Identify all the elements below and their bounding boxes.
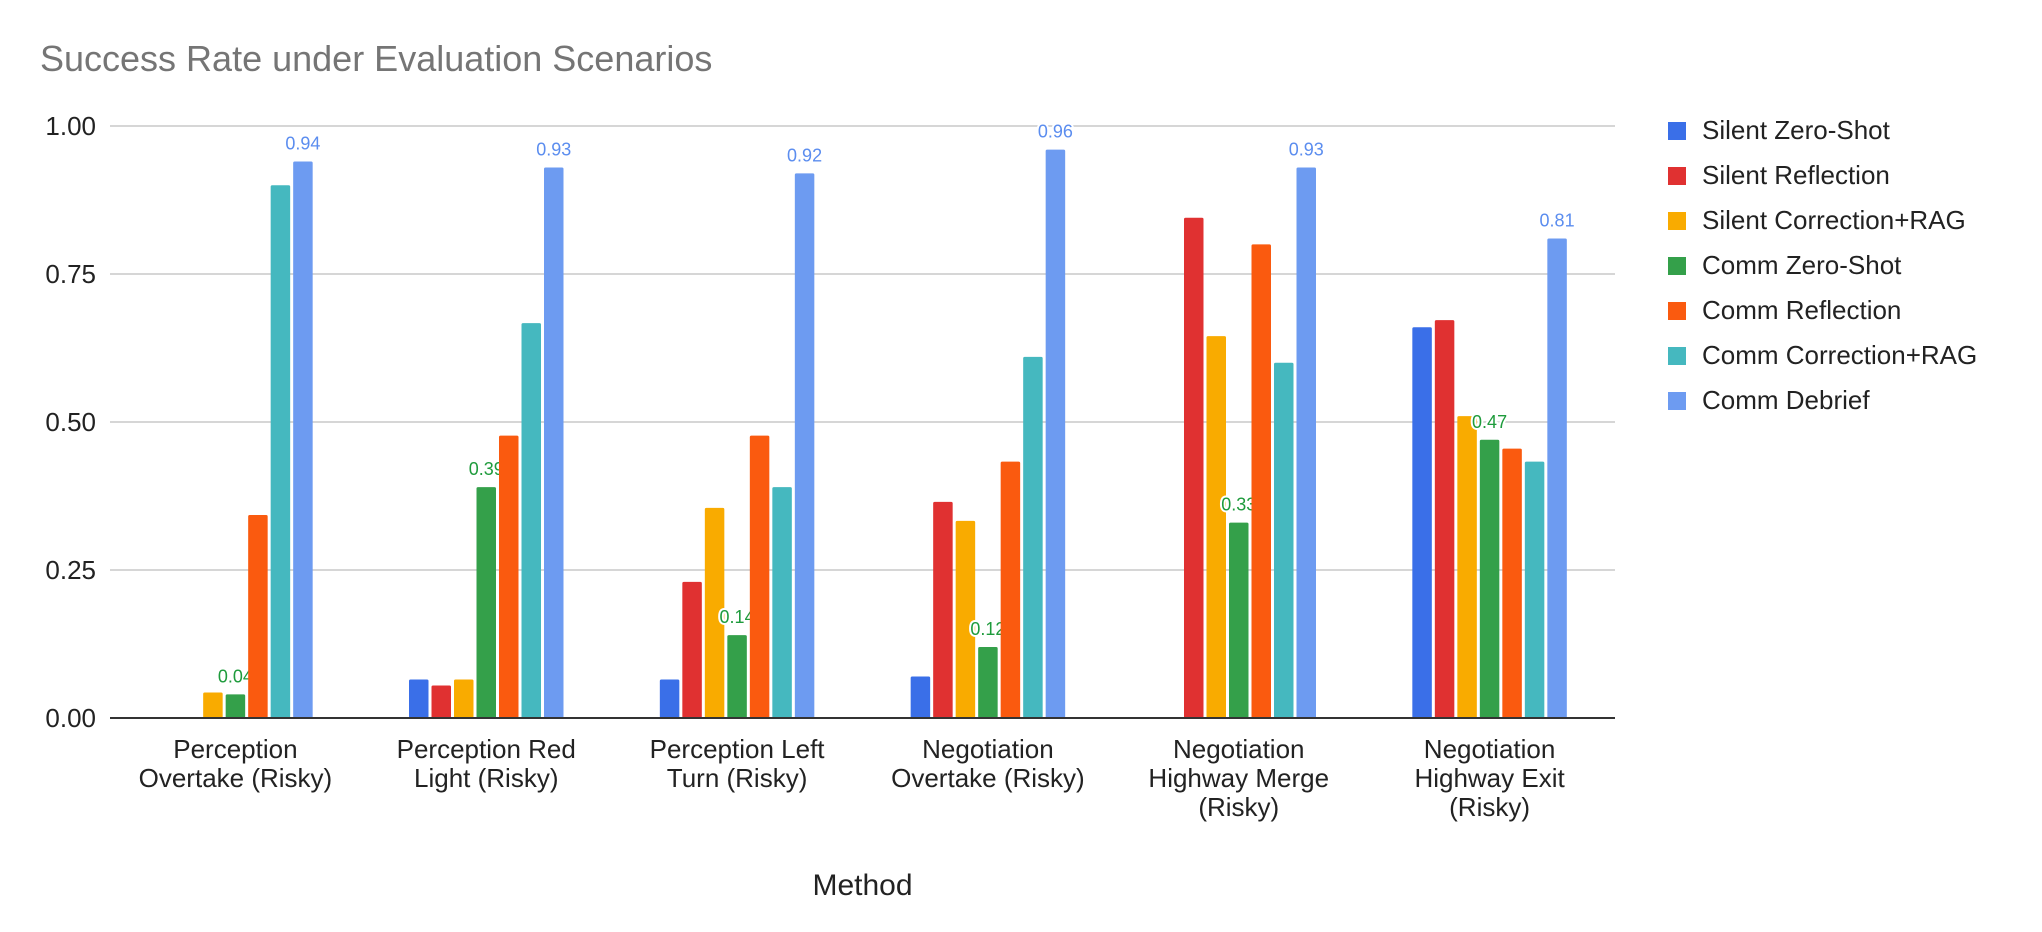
bar [1296, 167, 1316, 718]
legend-swatch [1668, 301, 1686, 320]
bar [978, 646, 998, 718]
bar [203, 692, 223, 718]
bar [682, 581, 702, 718]
y-tick-label: 0.75 [45, 259, 96, 289]
data-label: 0.81 [1540, 210, 1575, 230]
legend-label: Comm Correction+RAG [1702, 340, 1978, 370]
legend-label: Comm Reflection [1702, 295, 1902, 325]
data-label: 0.14 [720, 607, 755, 627]
chart-title: Success Rate under Evaluation Scenarios [40, 38, 713, 79]
bar [521, 323, 541, 718]
y-tick-label: 0.25 [45, 555, 96, 585]
bar [1023, 356, 1043, 718]
legend-item: Comm Correction+RAG [1668, 333, 2038, 378]
bar [1547, 238, 1567, 719]
bar [955, 520, 976, 718]
legend-swatch [1668, 166, 1686, 185]
bar [454, 679, 474, 718]
bar [1524, 461, 1545, 718]
x-tick-label: Negotiation Highway Merge (Risky) [1148, 734, 1329, 822]
legend-swatch [1668, 256, 1686, 275]
bar [1206, 336, 1226, 718]
legend-swatch [1668, 391, 1686, 410]
bar [933, 501, 953, 718]
legend-swatch [1668, 211, 1686, 230]
bar [544, 167, 564, 718]
legend-label: Comm Debrief [1702, 385, 1870, 415]
bar [499, 435, 519, 718]
bar [727, 635, 747, 718]
bar [794, 173, 815, 719]
bar [270, 185, 291, 718]
data-label: 0.93 [536, 139, 571, 159]
bar [1479, 439, 1500, 718]
bar [749, 435, 770, 718]
bar [476, 487, 496, 718]
bar [225, 694, 246, 718]
x-tick-label: Perception Left Turn (Risky) [650, 734, 826, 793]
data-label: 0.47 [1472, 412, 1507, 432]
bar [248, 514, 268, 718]
x-tick-label: Perception Overtake (Risky) [139, 734, 333, 793]
data-label: 0.04 [218, 666, 253, 686]
data-label: 0.33 [1221, 495, 1256, 515]
x-tick-label: Negotiation Highway Exit (Risky) [1414, 734, 1565, 822]
legend-label: Silent Correction+RAG [1702, 205, 1966, 235]
bar [293, 161, 313, 718]
x-tick-label: Perception Red Light (Risky) [397, 734, 576, 793]
x-tick-label: Negotiation Overtake (Risky) [891, 734, 1085, 793]
legend-item: Comm Zero-Shot [1668, 243, 2038, 288]
legend-label: Silent Zero-Shot [1702, 115, 1890, 145]
bar [409, 679, 429, 718]
legend-item: Silent Reflection [1668, 153, 2038, 198]
legend-label: Comm Zero-Shot [1702, 250, 1902, 280]
data-label: 0.96 [1038, 122, 1073, 142]
bar [1434, 320, 1455, 718]
y-tick-label: 0.50 [45, 407, 96, 437]
legend-swatch [1668, 346, 1686, 365]
legend-item: Silent Correction+RAG [1668, 198, 2038, 243]
x-axis-title: Method [812, 869, 912, 902]
y-tick-label: 0.00 [45, 703, 96, 733]
bar [910, 676, 931, 718]
legend-item: Silent Zero-Shot [1668, 108, 2038, 153]
bar [1251, 244, 1271, 718]
legend: Silent Zero-Shot Silent Reflection Silent … [1668, 108, 2038, 423]
bar [1502, 448, 1522, 718]
bar [1412, 327, 1432, 718]
data-label: 0.12 [970, 619, 1005, 639]
bar [1457, 416, 1477, 718]
bar [1045, 149, 1066, 718]
bar [1274, 362, 1294, 718]
data-label: 0.94 [285, 134, 320, 154]
bar [659, 679, 680, 718]
y-tick-label: 1.00 [45, 111, 96, 141]
legend-item: Comm Reflection [1668, 288, 2038, 333]
data-label: 0.92 [787, 145, 822, 165]
bar [772, 487, 792, 718]
legend-item: Comm Debrief [1668, 378, 2038, 423]
data-label: 0.93 [1289, 139, 1324, 159]
bar [704, 507, 725, 718]
legend-swatch [1668, 121, 1686, 140]
bar [1000, 461, 1021, 718]
data-label: 0.39 [469, 459, 504, 479]
bar [1184, 217, 1204, 718]
legend-label: Silent Reflection [1702, 160, 1890, 190]
bar [1229, 522, 1249, 718]
bar [431, 685, 451, 718]
